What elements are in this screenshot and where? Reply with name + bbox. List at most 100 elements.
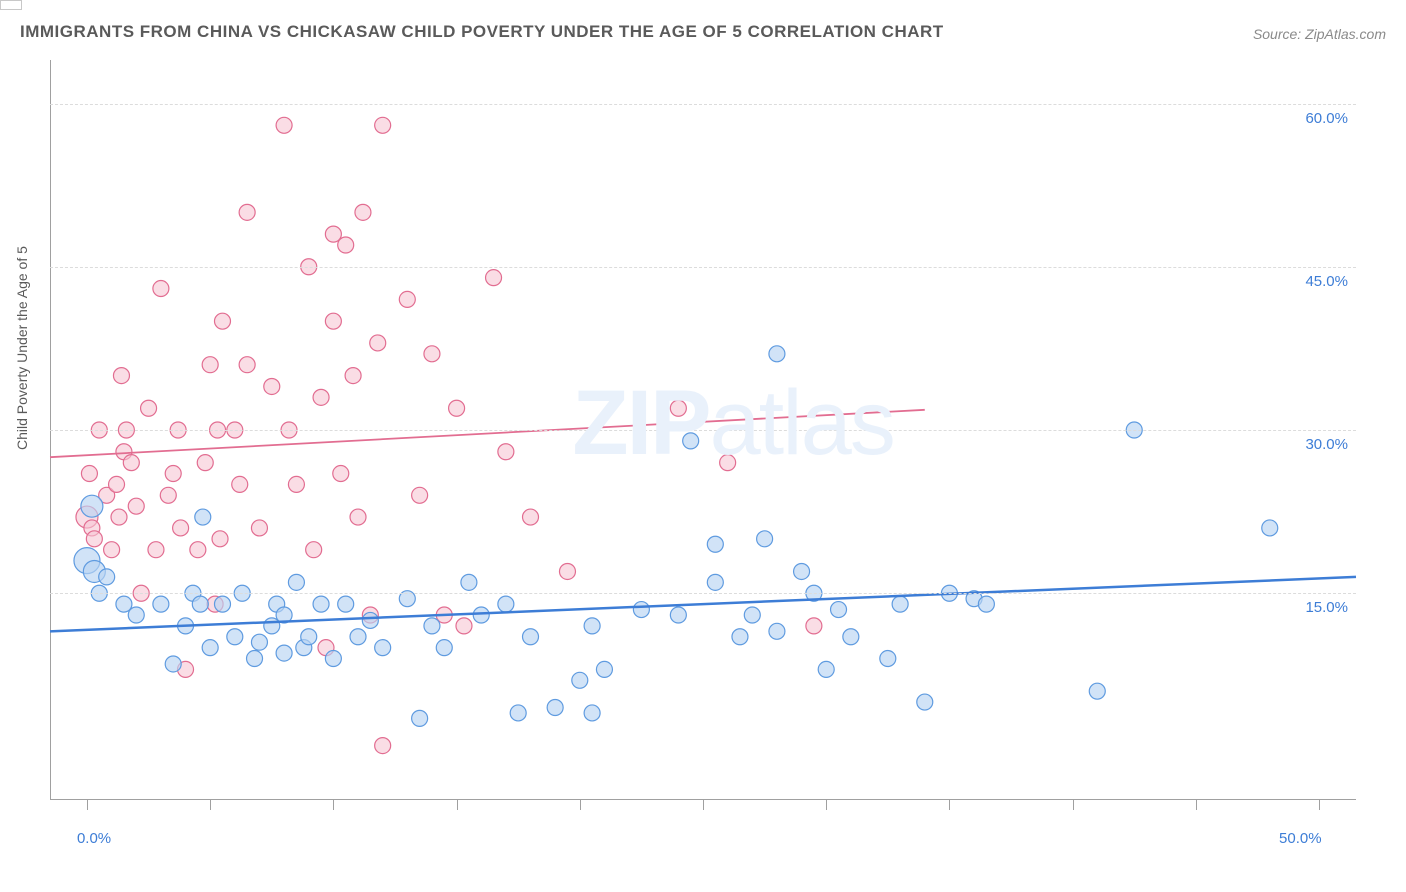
scatter-point [461, 574, 477, 590]
scatter-point [81, 466, 97, 482]
scatter-point [436, 640, 452, 656]
scatter-point [744, 607, 760, 623]
scatter-point [276, 645, 292, 661]
scatter-point [153, 596, 169, 612]
scatter-plot: 15.0%30.0%45.0%60.0% [50, 60, 1356, 800]
scatter-point [338, 596, 354, 612]
y-tick-label: 45.0% [1305, 273, 1348, 290]
scatter-point [148, 542, 164, 558]
scatter-point [81, 495, 103, 517]
x-tick-label-left: 0.0% [77, 830, 111, 847]
gridline [50, 430, 1356, 431]
scatter-point [160, 487, 176, 503]
scatter-point [355, 204, 371, 220]
scatter-point [584, 618, 600, 634]
scatter-point [99, 569, 115, 585]
source-label: Source: ZipAtlas.com [1253, 26, 1386, 42]
scatter-point [202, 357, 218, 373]
scatter-point [547, 700, 563, 716]
scatter-point [350, 629, 366, 645]
x-tick-mark [87, 800, 88, 810]
x-tick-mark [949, 800, 950, 810]
trend-line [50, 577, 1356, 631]
y-tick-label: 30.0% [1305, 436, 1348, 453]
scatter-point [325, 313, 341, 329]
scatter-point [86, 531, 102, 547]
scatter-point [375, 117, 391, 133]
x-tick-mark [457, 800, 458, 810]
scatter-point [843, 629, 859, 645]
scatter-point [165, 466, 181, 482]
scatter-point [880, 651, 896, 667]
scatter-point [769, 346, 785, 362]
scatter-point [192, 596, 208, 612]
x-tick-mark [703, 800, 704, 810]
scatter-point [498, 596, 514, 612]
scatter-point [153, 281, 169, 297]
scatter-point [523, 629, 539, 645]
x-tick-mark [580, 800, 581, 810]
scatter-point [806, 618, 822, 634]
gridline [50, 267, 1356, 268]
scatter-point [313, 596, 329, 612]
scatter-point [424, 618, 440, 634]
chart-title: IMMIGRANTS FROM CHINA VS CHICKASAW CHILD… [20, 22, 944, 42]
scatter-point [769, 623, 785, 639]
scatter-point [596, 661, 612, 677]
scatter-point [345, 368, 361, 384]
x-tick-mark [210, 800, 211, 810]
scatter-point [202, 640, 218, 656]
scatter-point [173, 520, 189, 536]
x-tick-label-right: 50.0% [1279, 830, 1322, 847]
scatter-point [301, 629, 317, 645]
scatter-point [424, 346, 440, 362]
scatter-point [707, 574, 723, 590]
correlation-legend [0, 0, 22, 10]
gridline [50, 104, 1356, 105]
scatter-point [195, 509, 211, 525]
scatter-point [350, 509, 366, 525]
scatter-point [288, 476, 304, 492]
scatter-point [757, 531, 773, 547]
scatter-point [109, 476, 125, 492]
scatter-point [412, 710, 428, 726]
scatter-point [190, 542, 206, 558]
scatter-point [325, 651, 341, 667]
scatter-point [227, 629, 243, 645]
scatter-point [214, 313, 230, 329]
scatter-point [892, 596, 908, 612]
scatter-point [572, 672, 588, 688]
scatter-point [456, 618, 472, 634]
scatter-point [584, 705, 600, 721]
scatter-point [412, 487, 428, 503]
scatter-point [251, 520, 267, 536]
scatter-point [683, 433, 699, 449]
scatter-point [370, 335, 386, 351]
scatter-point [111, 509, 127, 525]
scatter-point [362, 612, 378, 628]
x-tick-mark [1196, 800, 1197, 810]
scatter-point [473, 607, 489, 623]
scatter-point [818, 661, 834, 677]
x-tick-mark [1073, 800, 1074, 810]
scatter-point [1262, 520, 1278, 536]
y-tick-label: 60.0% [1305, 110, 1348, 127]
scatter-point [141, 400, 157, 416]
scatter-point [375, 640, 391, 656]
scatter-point [214, 596, 230, 612]
scatter-point [831, 602, 847, 618]
scatter-point [338, 237, 354, 253]
scatter-point [212, 531, 228, 547]
scatter-point [498, 444, 514, 460]
scatter-point [486, 270, 502, 286]
scatter-point [197, 455, 213, 471]
scatter-point [375, 738, 391, 754]
scatter-point [449, 400, 465, 416]
y-axis-label: Child Poverty Under the Age of 5 [14, 246, 30, 450]
scatter-point [128, 607, 144, 623]
scatter-point [123, 455, 139, 471]
scatter-point [113, 368, 129, 384]
scatter-point [306, 542, 322, 558]
scatter-point [720, 455, 736, 471]
scatter-point [239, 204, 255, 220]
